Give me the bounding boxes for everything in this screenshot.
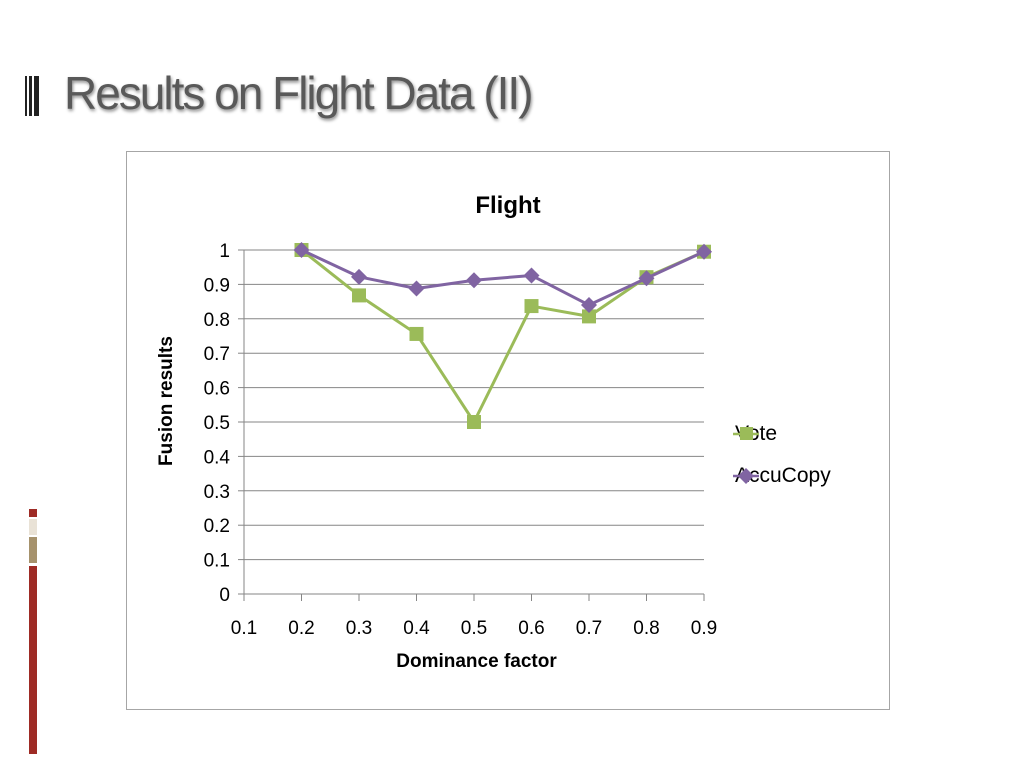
chart-legend: Vote AccuCopy [733, 422, 831, 506]
y-tick-label: 0.3 [204, 482, 230, 503]
side-accent-bar-light [29, 519, 37, 535]
chart-area: 0 0.1 0.2 0.3 0.4 0.5 0.6 0.7 0.8 0.9 1 0.1 0.2 0.3 0.… [126, 151, 890, 710]
y-tick-label: 0.6 [204, 379, 230, 400]
y-tick-label: 0.2 [204, 516, 230, 537]
y-tick-label: 1 [219, 241, 230, 262]
data-point-accucopy [638, 270, 655, 287]
slide-title: Results on Flight Data (II) [64, 67, 534, 119]
y-axis-title: Fusion results [156, 336, 177, 466]
data-point-accucopy [581, 297, 597, 314]
y-tick-label: 0.4 [204, 447, 231, 468]
x-tick-label: 0.5 [461, 618, 487, 639]
chart-plot: 00.10.20.30.40.50.60.70.80.910.1 0.2 0.3 0.… [204, 241, 718, 639]
data-point-vote [409, 326, 424, 341]
data-point-vote [582, 309, 596, 324]
x-tick-label: 0.2 [288, 618, 314, 639]
x-tick-label: 0.8 [633, 618, 659, 639]
data-point-accucopy [293, 242, 310, 258]
series-line-accucopy [300, 248, 705, 307]
data-point-accucopy [466, 272, 482, 289]
data-point-accucopy [523, 267, 540, 284]
x-tick-label: 0.7 [576, 618, 602, 639]
side-accent-bar-top [29, 509, 37, 517]
data-point-accucopy [696, 243, 712, 260]
x-axis-title: Dominance factor [396, 651, 557, 672]
y-tick-label: 0 [219, 585, 230, 606]
y-tick-label: 0.5 [204, 413, 230, 434]
side-accent-bar-main [29, 566, 37, 754]
y-tick-label: 0.1 [204, 551, 230, 572]
legend-item-accucopy: AccuCopy [733, 464, 831, 488]
legend-label-accucopy: AccuCopy [735, 464, 831, 487]
data-point-vote [352, 288, 366, 303]
x-tick-label: 0.6 [518, 618, 544, 639]
y-tick-label: 0.7 [204, 344, 230, 365]
x-tick-label: 0.3 [346, 618, 372, 639]
legend-item-vote: Vote [733, 422, 831, 446]
y-tick-label: 0.9 [204, 275, 230, 296]
data-point-accucopy [351, 268, 367, 285]
x-tick-label: 0.9 [691, 618, 717, 639]
data-point-vote [524, 299, 539, 314]
data-point-accucopy [408, 280, 425, 297]
legend-accucopy-marker-icon [733, 468, 759, 484]
x-tick-label: 0.1 [231, 618, 257, 639]
chart-title: Flight [475, 192, 541, 219]
y-tick-label: 0.8 [204, 310, 230, 331]
legend-vote-marker-icon [733, 427, 759, 440]
data-point-vote [467, 415, 481, 429]
x-tick-label: 0.4 [403, 618, 430, 639]
side-accent-bar-tan [29, 537, 37, 563]
title-bars-icon [25, 76, 39, 116]
